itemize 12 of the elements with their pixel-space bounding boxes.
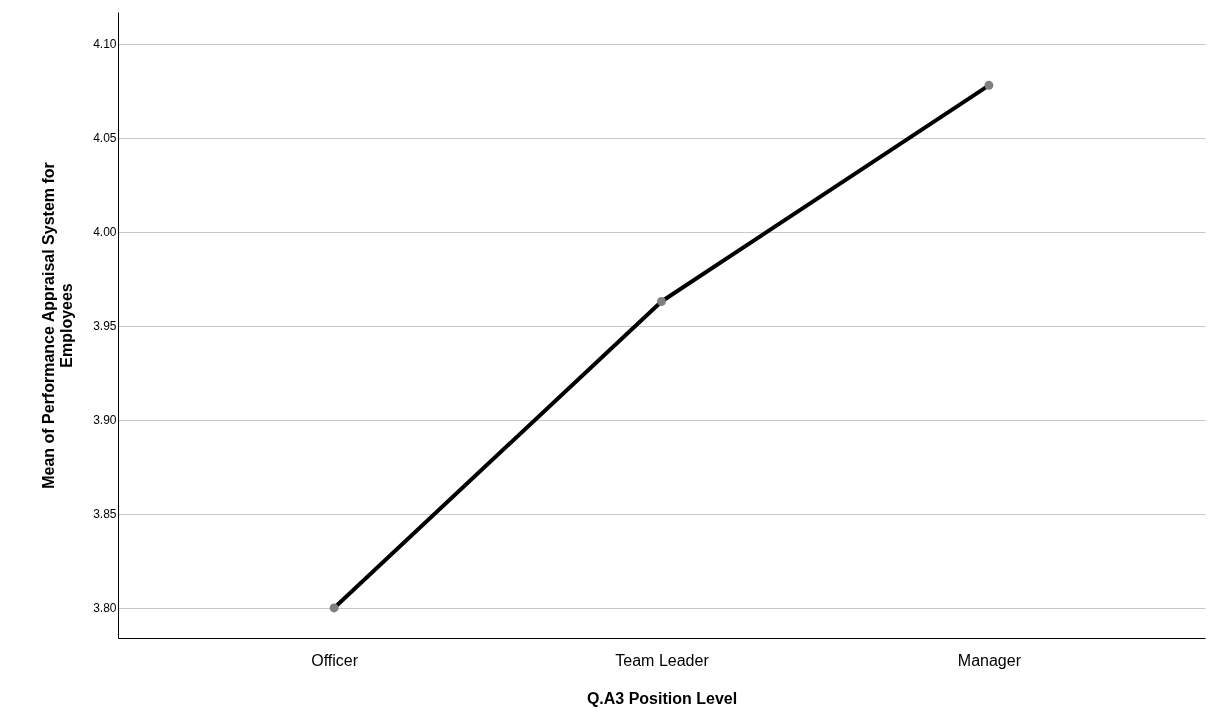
y-tick-label: 3.90	[93, 413, 117, 428]
y-axis-title: Mean of Performance Appraisal System for Employees	[40, 162, 76, 489]
x-tick-label: Officer	[311, 651, 359, 669]
x-tick-label: Team Leader	[615, 651, 710, 669]
x-tick-label: Manager	[957, 651, 1022, 669]
y-tick-label: 3.80	[93, 601, 117, 616]
x-axis-title: Q.A3 Position Level	[586, 689, 738, 707]
y-tick-label: 3.85	[93, 507, 117, 522]
y-tick-label: 4.05	[93, 131, 117, 146]
y-tick-label: 4.00	[93, 225, 117, 240]
y-tick-label: 3.95	[93, 319, 117, 334]
y-tick-label: 4.10	[93, 37, 117, 52]
